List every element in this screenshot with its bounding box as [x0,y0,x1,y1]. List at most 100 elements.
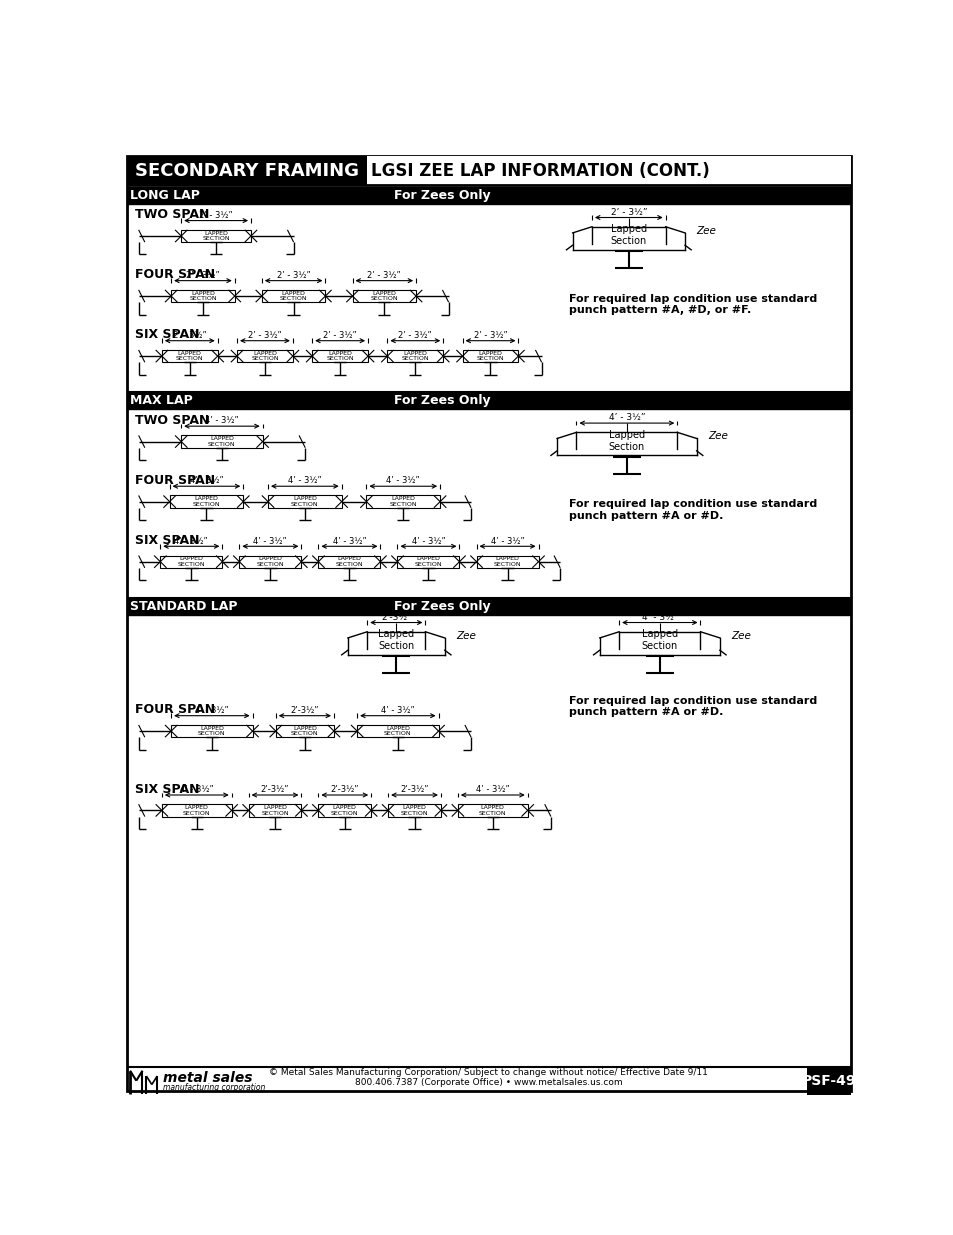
Text: 2’ - 3½”: 2’ - 3½” [473,331,507,340]
Text: Lapped
Section: Lapped Section [610,225,646,246]
Text: FOUR SPAN: FOUR SPAN [134,474,214,487]
Bar [249,804,301,816]
Text: Lapped
Section: Lapped Section [641,630,678,651]
Text: 2’ - 3½”: 2’ - 3½” [199,211,233,220]
Text: 4’ - 3½”: 4’ - 3½” [205,416,238,425]
Bar [127,393,850,409]
Bar [236,350,293,362]
Bar [366,495,439,508]
Text: 4’ - 3½”: 4’ - 3½” [386,477,419,485]
Text: LAPPED
SECTION: LAPPED SECTION [384,726,412,736]
Text: LAPPED
SECTION: LAPPED SECTION [198,726,226,736]
Bar [476,556,537,568]
Bar [312,350,368,362]
Text: 2’ - 3½”: 2’ - 3½” [398,331,432,340]
Text: LAPPED
SECTION: LAPPED SECTION [208,436,235,447]
Bar [171,290,234,303]
Text: LAPPED
SECTION: LAPPED SECTION [189,290,216,301]
Bar [356,725,438,737]
Text: 2’ - 3½”: 2’ - 3½” [367,270,401,280]
Text: For required lap condition use standard
punch pattern #A or #D.: For required lap condition use standard … [568,499,816,521]
Text: 2’ - 3½”: 2’ - 3½” [276,270,310,280]
Text: LAPPED
SECTION: LAPPED SECTION [261,805,289,816]
Bar [127,156,367,185]
Text: LAPPED
SECTION: LAPPED SECTION [183,805,211,816]
Text: 2’ - 3½”: 2’ - 3½” [172,331,207,340]
Text: SIX SPAN: SIX SPAN [134,534,199,547]
Text: 2’-3½”: 2’-3½” [400,785,428,794]
Text: 4’ - 3½”: 4’ - 3½” [476,785,509,794]
Bar [318,804,371,816]
Bar [127,186,850,204]
Text: Lapped
Section: Lapped Section [608,430,644,452]
Text: LAPPED
SECTION: LAPPED SECTION [389,496,416,508]
Text: Zee: Zee [731,631,751,641]
Text: LAPPED
SECTION: LAPPED SECTION [251,351,278,362]
Bar [388,804,440,816]
Text: For Zees Only: For Zees Only [394,394,491,408]
Text: LAPPED
SECTION: LAPPED SECTION [291,726,318,736]
Text: LAPPED
SECTION: LAPPED SECTION [177,556,205,567]
Text: FOUR SPAN: FOUR SPAN [134,268,214,282]
Text: 4’ - 3½”: 4’ - 3½” [190,477,223,485]
Text: 4’ - 3½”: 4’ - 3½” [333,536,366,546]
Text: 2’-3½”: 2’-3½” [330,785,358,794]
Text: 2’ - 3½”: 2’ - 3½” [323,331,356,340]
Text: metal sales: metal sales [163,1071,253,1084]
Bar [162,350,217,362]
Text: TWO SPAN: TWO SPAN [134,414,209,427]
Text: LAPPED
SECTION: LAPPED SECTION [331,805,358,816]
Text: LAPPED
SECTION: LAPPED SECTION [400,805,428,816]
Bar [275,725,334,737]
Bar [261,290,325,303]
Text: 2’ - 3½”: 2’ - 3½” [186,270,219,280]
Text: STANDARD LAP: STANDARD LAP [130,600,237,613]
Text: 4’ - 3½”: 4’ - 3½” [380,706,415,715]
Text: 4’ - 3½”: 4’ - 3½” [490,536,524,546]
Text: For Zees Only: For Zees Only [394,189,491,201]
Bar [462,350,517,362]
Text: LGSI ZEE LAP INFORMATION (CONT.): LGSI ZEE LAP INFORMATION (CONT.) [371,162,709,179]
Text: SIX SPAN: SIX SPAN [134,329,199,341]
Bar [397,556,459,568]
Text: LONG LAP: LONG LAP [130,189,200,201]
Text: SIX SPAN: SIX SPAN [134,783,199,795]
Text: LAPPED
SECTION: LAPPED SECTION [202,231,230,241]
Text: 2’ - 3½”: 2’ - 3½” [610,207,646,216]
Text: Zee: Zee [707,431,727,441]
Text: LAPPED
SECTION: LAPPED SECTION [326,351,354,362]
Text: LAPPED
SECTION: LAPPED SECTION [256,556,284,567]
Text: MAX LAP: MAX LAP [130,394,193,408]
Bar [387,350,443,362]
Text: SECONDARY FRAMING: SECONDARY FRAMING [134,162,358,179]
Text: For required lap condition use standard
punch pattern #A, #D, or #F.: For required lap condition use standard … [568,294,816,315]
Text: For required lap condition use standard
punch pattern #A or #D.: For required lap condition use standard … [568,695,816,718]
Text: LAPPED
SECTION: LAPPED SECTION [476,351,504,362]
Bar [239,556,301,568]
Bar [160,556,222,568]
Text: LAPPED
SECTION: LAPPED SECTION [335,556,363,567]
Text: 4’ - 3½”: 4’ - 3½” [180,785,213,794]
Text: Lapped
Section: Lapped Section [377,630,414,651]
Text: 4’ - 3½”: 4’ - 3½” [640,613,678,621]
Text: manufacturing corporation: manufacturing corporation [163,1083,266,1092]
Bar [367,156,850,185]
Text: LAPPED
SECTION: LAPPED SECTION [175,351,203,362]
Bar [181,436,262,448]
Text: 4’ - 3½”: 4’ - 3½” [608,414,644,422]
Bar [171,725,253,737]
Text: 2’-3½”: 2’-3½” [260,785,289,794]
Text: Zee: Zee [456,631,476,641]
Text: 4’ - 3½”: 4’ - 3½” [253,536,287,546]
Text: FOUR SPAN: FOUR SPAN [134,704,214,716]
Text: LAPPED
SECTION: LAPPED SECTION [478,805,506,816]
Bar [457,804,527,816]
Text: 4’ - 3½”: 4’ - 3½” [288,477,321,485]
Bar [170,495,243,508]
Bar [268,495,341,508]
Text: LAPPED
SECTION: LAPPED SECTION [415,556,442,567]
Bar [353,290,416,303]
Text: TWO SPAN: TWO SPAN [134,209,209,221]
Text: LAPPED
SECTION: LAPPED SECTION [401,351,429,362]
Text: PSF-49: PSF-49 [801,1073,856,1088]
